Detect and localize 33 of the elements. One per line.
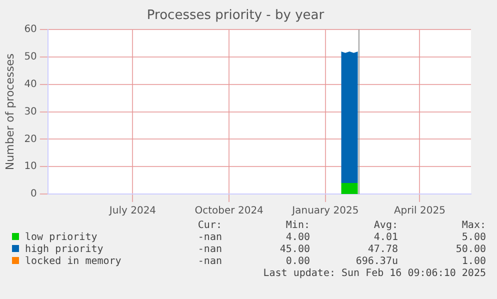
text: 5.00 bbox=[460, 232, 486, 244]
text: -nan bbox=[196, 256, 222, 268]
text: 0.00 bbox=[284, 256, 310, 268]
y-tick-label: 30 bbox=[24, 106, 37, 118]
text: Max: bbox=[460, 220, 486, 232]
y-tick-label: 60 bbox=[24, 24, 37, 36]
legend-label: locked in memory bbox=[24, 256, 122, 268]
text: 50.00 bbox=[454, 244, 486, 256]
y-tick-label: 0 bbox=[30, 188, 37, 200]
y-tick-label: 10 bbox=[24, 161, 37, 172]
text: 45.00 bbox=[278, 244, 310, 256]
text: Min: bbox=[284, 220, 310, 232]
x-tick-label: April 2025 bbox=[394, 206, 446, 217]
text: 4.00 bbox=[284, 232, 310, 244]
text: Last update: Sun Feb 16 09:06:10 2025 bbox=[262, 268, 486, 280]
text: 4.01 bbox=[372, 232, 398, 244]
y-tick-label: 50 bbox=[24, 52, 37, 63]
text: 1.00 bbox=[460, 256, 486, 268]
text: Cur: bbox=[196, 220, 222, 232]
text: Avg: bbox=[372, 220, 398, 232]
x-tick-label: July 2024 bbox=[108, 206, 156, 217]
y-tick-label: 20 bbox=[24, 134, 37, 145]
legend-label: high priority bbox=[24, 244, 104, 256]
text: -nan bbox=[196, 244, 222, 256]
x-tick-label: January 2025 bbox=[291, 206, 359, 217]
text: 47.78 bbox=[366, 244, 398, 256]
text: -nan bbox=[196, 232, 222, 244]
x-tick-label: October 2024 bbox=[194, 206, 264, 217]
text: 696.37u bbox=[354, 256, 398, 268]
y-tick-label: 40 bbox=[24, 78, 37, 90]
y-axis-title: Number of processes bbox=[3, 53, 16, 170]
chart-title: Processes priority - by year bbox=[146, 8, 325, 24]
legend-label: low priority bbox=[24, 232, 98, 244]
